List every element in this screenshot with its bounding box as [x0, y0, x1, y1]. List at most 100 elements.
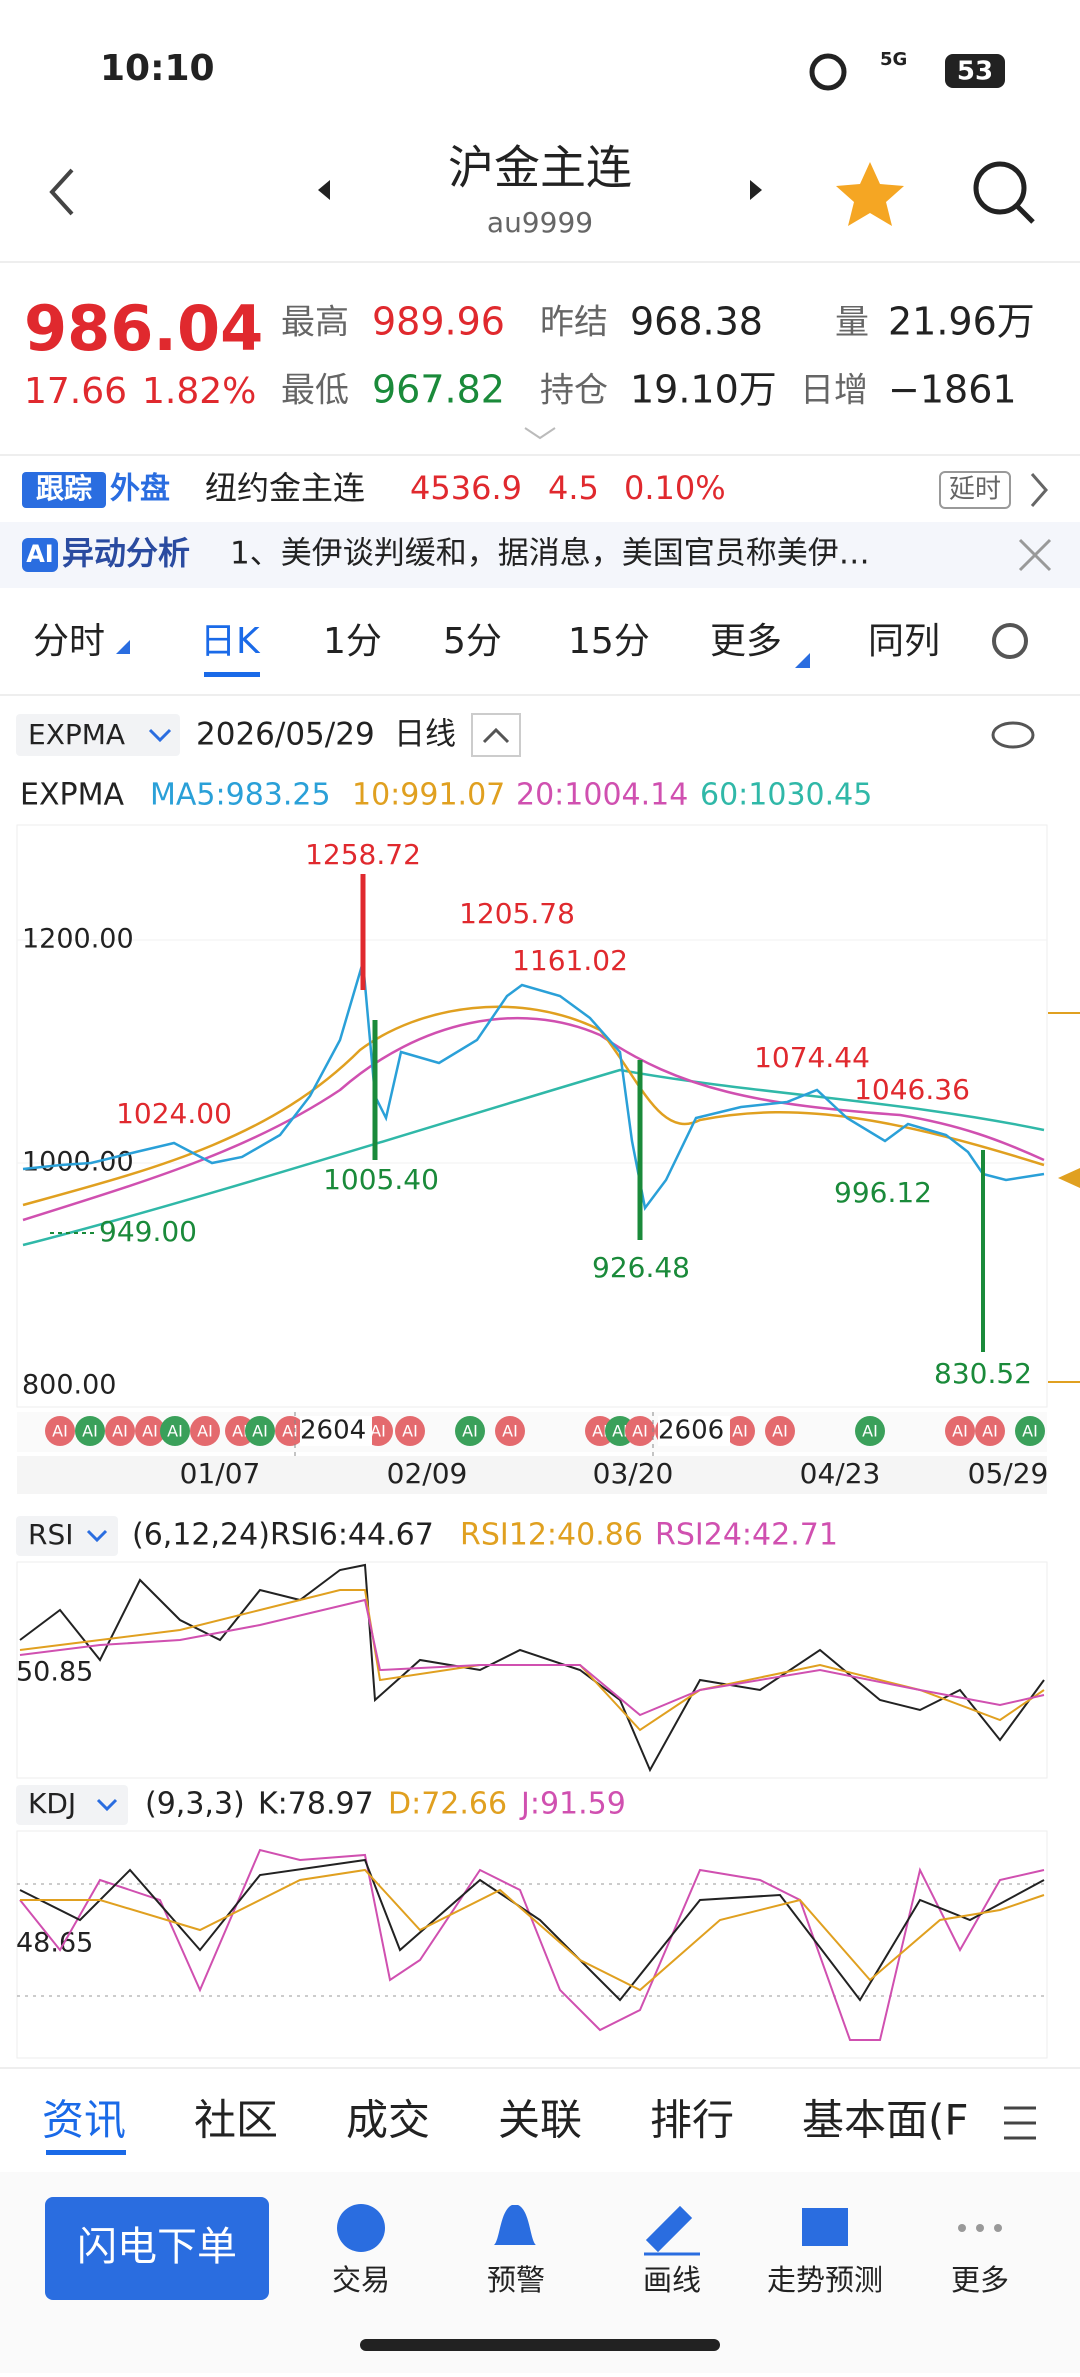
caret	[86, 1529, 108, 1543]
event-marker[interactable]	[855, 1416, 885, 1446]
search-button[interactable]	[973, 161, 1027, 215]
forecast-icon	[802, 2208, 848, 2246]
tool[interactable]: 交易	[332, 2263, 390, 2297]
caret	[482, 727, 510, 744]
contract-box	[658, 1416, 730, 1446]
rsi12-line	[19, 1589, 1045, 1732]
tab[interactable]: 15分	[568, 621, 650, 662]
tab[interactable]: 更多	[710, 621, 782, 662]
contract: 2606	[658, 1416, 724, 1446]
annotation: 1005.40	[323, 1163, 439, 1196]
favorite-button[interactable]	[836, 162, 904, 226]
collapse-button[interactable]	[471, 713, 521, 757]
tab[interactable]: 基本面(F	[802, 2096, 969, 2145]
event-marker-text: AI	[282, 1422, 298, 1441]
field-value: 21.96万	[888, 300, 1035, 344]
event-marker[interactable]	[765, 1416, 795, 1446]
indicator-select[interactable]	[16, 714, 180, 756]
field-value: −1861	[888, 368, 1017, 412]
annotation: 996.12	[834, 1176, 932, 1209]
prev-button[interactable]	[318, 180, 330, 200]
tab-active[interactable]: 日K	[200, 621, 261, 662]
tag-text: 外盘	[110, 472, 170, 507]
event-marker[interactable]	[75, 1416, 105, 1446]
tab[interactable]: 同列	[868, 621, 940, 662]
contract-box	[300, 1416, 372, 1446]
indicator-select[interactable]	[16, 1516, 118, 1556]
more-icon	[994, 2224, 1002, 2232]
tool[interactable]: 更多	[951, 2263, 1009, 2297]
event-marker[interactable]	[395, 1416, 425, 1446]
back-button[interactable]	[49, 168, 74, 216]
d-line	[20, 1868, 1045, 1992]
foreign-name: 纽约金主连	[205, 469, 365, 507]
tab[interactable]: 排行	[650, 2096, 734, 2145]
tool[interactable]: 预警	[487, 2263, 545, 2297]
more-icon	[976, 2224, 984, 2232]
event-marker-text: AI	[982, 1422, 998, 1441]
alert-icon	[494, 2205, 536, 2245]
tab[interactable]: 社区	[194, 2096, 278, 2145]
event-marker[interactable]	[135, 1416, 165, 1446]
field-label: 量	[835, 303, 869, 343]
y-tick-label: 800.00	[22, 1370, 116, 1401]
field-value: 968.38	[630, 300, 763, 344]
event-marker[interactable]	[495, 1416, 525, 1446]
event-marker[interactable]	[1015, 1416, 1045, 1446]
event-marker[interactable]	[45, 1416, 75, 1446]
tool[interactable]: 走势预测	[767, 2263, 883, 2297]
annotation: 1258.72	[305, 838, 421, 871]
next-button[interactable]	[750, 180, 762, 200]
tag-text: 跟踪	[36, 472, 92, 505]
event-marker[interactable]	[105, 1416, 135, 1446]
field-value: 989.96	[372, 300, 505, 344]
indicator-select[interactable]	[16, 1785, 128, 1825]
chart-frame	[16, 824, 1048, 1408]
x-tick-label: 03/20	[593, 1457, 674, 1490]
event-marker-text: AI	[197, 1422, 213, 1441]
event-marker[interactable]	[625, 1416, 655, 1446]
ai-title: 异动分析	[62, 534, 190, 572]
annotations: 1258.72 1205.78 1161.02 1024.00 1005.40 …	[99, 838, 1032, 1390]
price: 986.04	[24, 292, 263, 365]
foreign-price: 4536.9	[410, 469, 522, 507]
event-marker[interactable]	[945, 1416, 975, 1446]
event-marker[interactable]	[275, 1416, 305, 1446]
field-label: 持仓	[540, 371, 608, 411]
event-marker-text: AI	[252, 1422, 268, 1441]
event-marker[interactable]	[975, 1416, 1005, 1446]
order-button[interactable]	[45, 2197, 269, 2300]
tab-active[interactable]: 资讯	[42, 2096, 126, 2145]
tab[interactable]: 关联	[498, 2096, 582, 2145]
tab[interactable]: 分时	[33, 621, 105, 662]
legend-item: RSI24:42.71	[655, 1518, 838, 1553]
eye-button[interactable]	[991, 721, 1035, 749]
legend-item: D:72.66	[388, 1787, 507, 1822]
event-marker-text: AI	[142, 1422, 158, 1441]
close-button[interactable]	[1018, 538, 1052, 572]
draw-icon	[644, 2205, 700, 2256]
legend-item: RSI12:40.86	[460, 1518, 643, 1553]
edge-marker	[1058, 1168, 1080, 1188]
tab[interactable]: 1分	[323, 621, 382, 662]
menu-button[interactable]	[1004, 2106, 1036, 2140]
event-marker[interactable]	[725, 1416, 755, 1446]
event-marker[interactable]	[160, 1416, 190, 1446]
event-marker[interactable]	[455, 1416, 485, 1446]
y-tick-label: 1200.00	[22, 924, 134, 955]
rsi6-line	[19, 1563, 1045, 1773]
more-arrow[interactable]	[1030, 473, 1048, 507]
params: (6,12,24)	[132, 1518, 270, 1553]
ma10-line	[22, 1005, 1045, 1207]
trade-icon	[337, 2204, 385, 2252]
params: (9,3,3)	[145, 1787, 245, 1822]
tab[interactable]: 成交	[346, 2096, 430, 2145]
tab-underline	[204, 672, 260, 677]
settings-button[interactable]	[992, 623, 1028, 659]
network: 5G	[880, 49, 907, 70]
event-marker-text: AI	[232, 1422, 248, 1441]
event-marker[interactable]	[190, 1416, 220, 1446]
tab[interactable]: 5分	[443, 621, 502, 662]
event-marker[interactable]	[245, 1416, 275, 1446]
tool[interactable]: 画线	[643, 2263, 701, 2297]
